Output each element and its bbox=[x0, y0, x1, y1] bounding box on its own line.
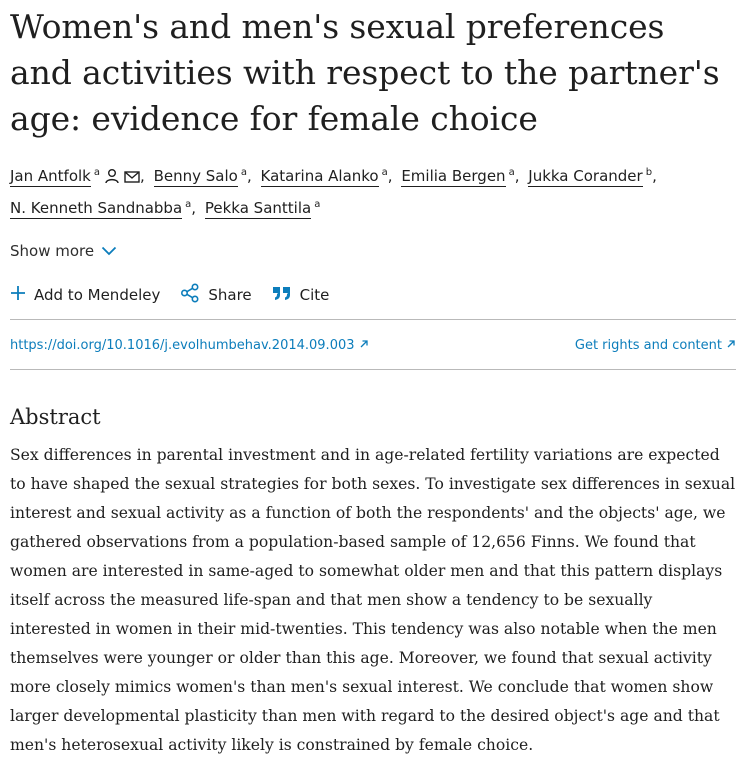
article-links: https://doi.org/10.1016/j.evolhumbehav.2… bbox=[10, 336, 736, 354]
author-link[interactable]: Pekka Santtila bbox=[204, 199, 312, 219]
affiliation-marker[interactable]: a bbox=[93, 167, 100, 178]
author-link[interactable]: Benny Salo bbox=[153, 167, 238, 187]
affiliation-marker[interactable]: a bbox=[314, 199, 321, 210]
add-to-mendeley-label: Add to Mendeley bbox=[34, 286, 161, 304]
external-link-icon bbox=[726, 338, 736, 353]
abstract-heading: Abstract bbox=[10, 405, 101, 429]
affiliation-marker[interactable]: a bbox=[240, 167, 247, 178]
share-icon bbox=[180, 283, 208, 307]
affiliation-marker[interactable]: b bbox=[645, 167, 653, 178]
abstract-text: Sex differences in parental investment a… bbox=[10, 446, 736, 754]
show-more-label: Show more bbox=[10, 242, 95, 260]
author-link[interactable]: N. Kenneth Sandnabba bbox=[10, 199, 183, 219]
mail-icon[interactable] bbox=[124, 166, 140, 192]
article-actions: Add to Mendeley Share Cite bbox=[10, 283, 736, 307]
cite-label: Cite bbox=[299, 286, 330, 304]
author-link[interactable]: Jan Antfolk bbox=[10, 167, 91, 187]
external-link-icon bbox=[359, 338, 369, 353]
share-label: Share bbox=[208, 286, 252, 304]
divider bbox=[10, 369, 736, 370]
author-link[interactable]: Emilia Bergen bbox=[401, 167, 506, 187]
chevron-down-icon bbox=[101, 242, 117, 260]
author-list: Jan Antfolk a, Benny Salo a, Katarina Alan… bbox=[10, 166, 657, 219]
affiliation-marker[interactable]: a bbox=[381, 167, 388, 178]
show-more-button[interactable]: Show more bbox=[10, 240, 736, 262]
share-button[interactable]: Share bbox=[180, 283, 252, 307]
doi-link[interactable]: https://doi.org/10.1016/j.evolhumbehav.2… bbox=[10, 338, 369, 353]
cite-button[interactable]: Cite bbox=[272, 285, 330, 305]
get-rights-text: Get rights and content bbox=[574, 337, 722, 353]
quote-icon bbox=[272, 285, 300, 305]
person-icon[interactable] bbox=[104, 166, 120, 192]
doi-text: https://doi.org/10.1016/j.evolhumbehav.2… bbox=[10, 337, 355, 353]
article-header: Women's and men's sexual preferences and… bbox=[10, 0, 736, 760]
divider bbox=[10, 319, 736, 320]
author-link[interactable]: Katarina Alanko bbox=[260, 167, 379, 187]
add-to-mendeley-button[interactable]: Add to Mendeley bbox=[10, 285, 160, 305]
author-link[interactable]: Jukka Corander bbox=[528, 167, 643, 187]
plus-icon bbox=[10, 285, 34, 305]
affiliation-marker[interactable]: a bbox=[508, 167, 515, 178]
article-title: Women's and men's sexual preferences and… bbox=[10, 7, 720, 138]
get-rights-link[interactable]: Get rights and content bbox=[575, 338, 736, 353]
affiliation-marker[interactable]: a bbox=[185, 199, 192, 210]
